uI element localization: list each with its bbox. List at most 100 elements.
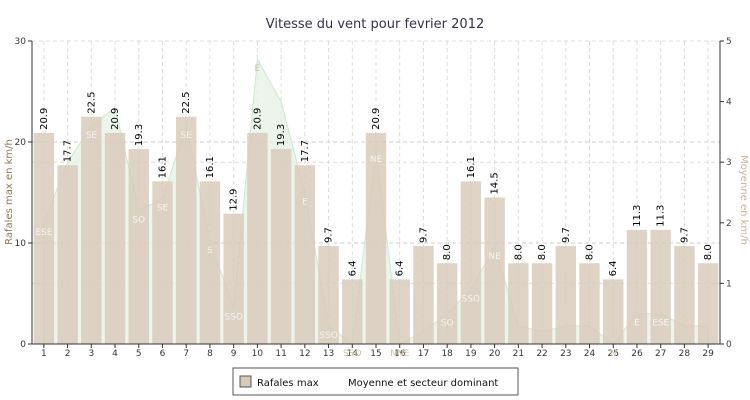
x-tick-label: 29	[702, 349, 714, 359]
direction-label: ESE	[652, 319, 669, 329]
bar	[389, 279, 410, 344]
bar-value-label: 8.0	[585, 244, 596, 260]
bar	[176, 116, 197, 344]
bar-value-label: 19.3	[134, 124, 145, 146]
x-tick-label: 15	[370, 349, 381, 359]
bar	[626, 229, 648, 344]
x-tick-label: 23	[560, 349, 571, 359]
x-tick-label: 28	[679, 349, 691, 359]
y-tick-label: 0	[20, 340, 26, 350]
bar	[247, 132, 268, 344]
bar-value-label: 20.9	[39, 108, 50, 130]
bar-value-label: 11.3	[632, 205, 643, 227]
x-tick-label: 9	[231, 349, 237, 359]
bar-value-label: 9.7	[679, 227, 690, 243]
bar-value-label: 20.9	[252, 108, 263, 130]
chart-title: Vitesse du vent pour fevrier 2012	[266, 17, 484, 32]
bar	[199, 181, 221, 344]
direction-label: SE	[86, 131, 98, 141]
bar-value-label: 11.3	[656, 205, 667, 227]
bar	[508, 263, 529, 344]
bar-value-label: 6.4	[608, 260, 619, 276]
bar-value-label: 9.7	[561, 227, 572, 243]
bar	[104, 132, 126, 344]
direction-label: N	[610, 349, 617, 359]
y2-tick-label: 3	[726, 158, 732, 168]
bars	[33, 116, 719, 344]
x-tick-label: 1	[41, 349, 47, 359]
x-tick-label: 16	[394, 349, 406, 359]
direction-label: NE	[488, 252, 501, 262]
direction-label: NE	[370, 155, 383, 165]
x-tick-label: 6	[160, 349, 166, 359]
bar-value-label: 20.9	[371, 108, 382, 130]
direction-label: SSO	[343, 349, 362, 359]
bar-value-label: 8.0	[442, 244, 453, 260]
bar	[460, 181, 482, 344]
legend-label-moyenne: Moyenne et secteur dominant	[348, 378, 498, 389]
x-tick-label: 19	[465, 349, 477, 359]
y-tick-label: 10	[15, 239, 27, 249]
x-tick-label: 25	[608, 349, 619, 359]
legend: Rafales max Moyenne et secteur dominant	[232, 367, 519, 396]
bar	[555, 246, 576, 344]
bar-value-label: 16.1	[466, 156, 477, 178]
bar-value-label: 22.5	[181, 91, 192, 113]
bar-value-label: 9.7	[324, 227, 335, 243]
bar	[318, 246, 339, 344]
bar-value-label: 8.0	[513, 244, 524, 260]
bar-value-label: 19.3	[276, 124, 287, 146]
bar-value-label: 17.7	[300, 140, 311, 162]
bar	[650, 229, 671, 344]
bar-value-label: 17.7	[63, 140, 74, 162]
y-tick-label: 20	[15, 138, 27, 148]
bar-value-label: 8.0	[703, 244, 714, 260]
x-tick-label: 12	[299, 349, 310, 359]
bar	[342, 279, 363, 344]
legend-swatch-rafales	[239, 375, 252, 388]
bar-value-label: 8.0	[537, 244, 548, 260]
bar	[484, 197, 505, 344]
direction-label: SE	[181, 131, 193, 141]
bar	[531, 263, 553, 344]
x-tick-label: 17	[418, 349, 429, 359]
x-tick-label: 5	[136, 349, 142, 359]
bar	[294, 165, 316, 344]
bar	[413, 246, 434, 344]
bar	[603, 279, 624, 344]
y2-tick-label: 2	[726, 219, 732, 229]
bar-value-label: 20.9	[110, 108, 121, 130]
legend-box	[232, 367, 519, 396]
bar	[365, 132, 387, 344]
bar	[81, 116, 102, 344]
x-tick-label: 7	[183, 349, 189, 359]
x-tick-label: 13	[323, 349, 334, 359]
x-tick-label: 10	[252, 349, 264, 359]
x-tick-label: 8	[207, 349, 213, 359]
y-tick-label: 30	[15, 37, 27, 47]
x-tick-label: 18	[441, 349, 453, 359]
x-tick-label: 20	[489, 349, 501, 359]
x-tick-label: 11	[275, 349, 286, 359]
direction-label: SSO	[319, 331, 338, 341]
y2-tick-label: 1	[726, 279, 732, 289]
x-tick-label: 14	[347, 349, 359, 359]
bar	[579, 263, 600, 344]
bar	[128, 149, 149, 344]
bar	[697, 263, 719, 344]
bar-value-label: 16.1	[205, 156, 216, 178]
direction-label: SSO	[224, 313, 243, 323]
direction-label: SE	[157, 204, 169, 214]
labels: 20.9 17.7 22.5 20.9 19.3 16.1 22.5 16.1 12.9 20.9…	[35, 64, 714, 359]
bar-value-label: 6.4	[347, 260, 358, 276]
direction-label: E	[302, 198, 308, 208]
legend-label-rafales: Rafales max	[257, 378, 319, 389]
y2-axis-label: Moyenne en km/h	[738, 155, 749, 245]
x-tick-label: 4	[112, 349, 118, 359]
bar-value-label: 16.1	[157, 156, 168, 178]
bar	[57, 165, 78, 344]
bar	[223, 213, 244, 344]
